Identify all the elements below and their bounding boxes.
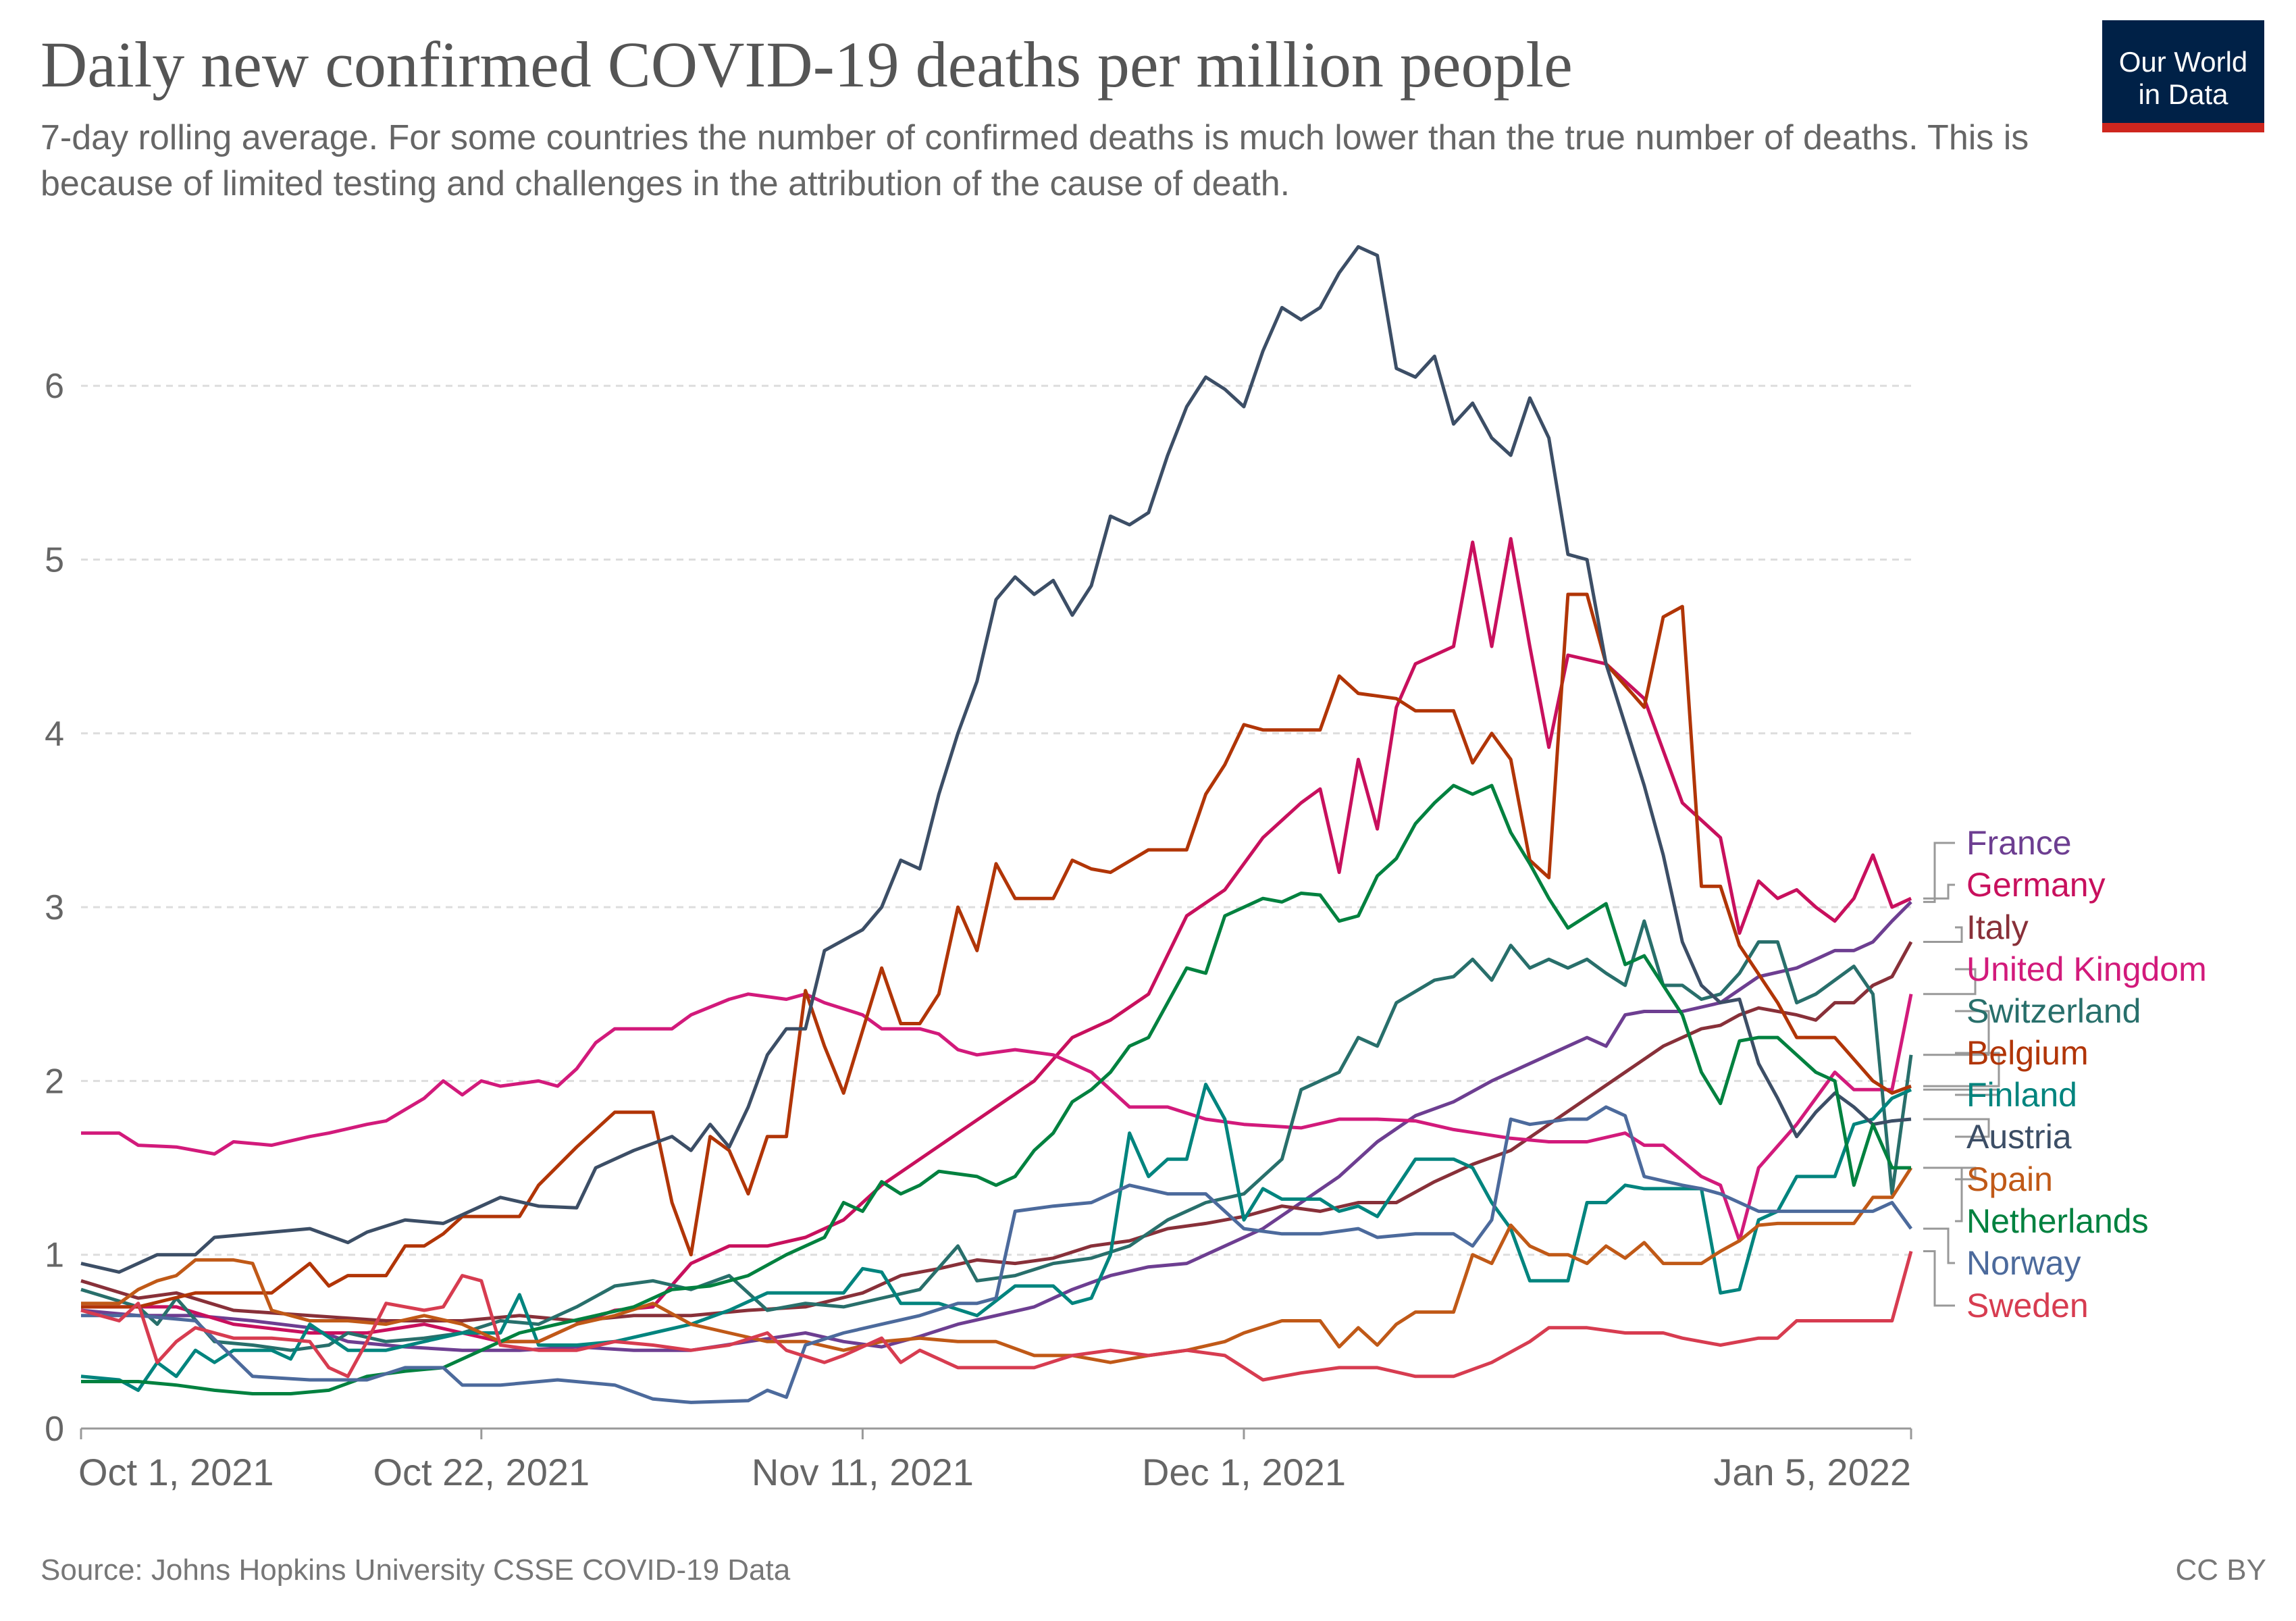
y-tick-label: 6 [45,367,64,406]
legend-connector [1923,883,1955,900]
legend-connector [1923,1010,1990,1056]
y-tick-label: 1 [45,1236,64,1275]
x-tick-label: Oct 22, 2021 [373,1451,590,1493]
series-switzerland: Switzerland [80,919,2141,1352]
series-italy: Italy [80,908,2029,1322]
logo-line-2: in Data [2138,78,2228,110]
legend-connector [1923,1052,2000,1087]
legend-label[interactable]: Germany [1966,866,2106,904]
legend-connector [1923,1250,1955,1307]
series-united-kingdom: United Kingdom [81,950,2207,1243]
source-note[interactable]: Source: Johns Hopkins University CSSE CO… [41,1553,791,1587]
series-germany: Germany [81,537,2106,1343]
legend-label[interactable]: Switzerland [1966,992,2141,1030]
series-line [80,919,1913,1352]
series-sweden: Sweden [80,1250,2089,1382]
logo-accent-bar [2102,123,2264,132]
logo-line-1: Our World [2118,46,2248,78]
series-line [81,783,1911,1395]
series-line [80,900,1912,1352]
series-line [81,1105,1913,1404]
legend-label[interactable]: Norway [1966,1244,2081,1282]
y-tick-label: 3 [45,888,64,927]
owid-logo[interactable]: Our World in Data [2102,20,2264,132]
legend-connector [1923,842,1955,903]
series-norway: Norway [81,1105,2081,1404]
series-line [81,592,1912,1309]
legend-label[interactable]: Finland [1966,1076,2077,1114]
legend-label[interactable]: France [1966,824,2072,862]
series-line [80,941,1913,1322]
y-tick-label: 0 [45,1410,64,1449]
series-belgium: Belgium [81,592,2089,1309]
legend-connector [1923,1166,1963,1223]
legend-label[interactable]: United Kingdom [1966,950,2207,988]
chart-subtitle: 7-day rolling average. For some countrie… [41,118,2029,203]
series-line [80,1083,1912,1392]
legend-label[interactable]: Italy [1966,908,2029,946]
series-france: France [80,824,2072,1352]
legend-label[interactable]: Spain [1966,1160,2053,1198]
legend-label[interactable]: Austria [1966,1118,2072,1156]
series-austria: Austria [80,245,2072,1274]
legend-connector [1923,926,1963,944]
legend-label[interactable]: Sweden [1966,1287,2089,1324]
license-link[interactable]: CC BY [2175,1553,2266,1587]
series-line [81,992,1913,1243]
legend-connector [1923,1088,2000,1096]
x-tick-label: Jan 5, 2022 [1713,1451,1911,1493]
y-tick-label: 5 [45,541,64,580]
series-line [80,1250,1913,1382]
y-tick-label: 2 [45,1062,64,1101]
y-tick-label: 4 [45,715,64,754]
series-line [80,245,1912,1274]
chart-title: Daily new confirmed COVID-19 deaths per … [41,28,1573,101]
x-tick-label: Dec 1, 2021 [1142,1451,1346,1493]
series-line [81,537,1912,1343]
legend-connector [1923,968,1977,996]
series-netherlands: Netherlands [81,783,2149,1395]
x-tick-label: Oct 1, 2021 [78,1451,274,1493]
legend-connector [1923,1227,1955,1264]
series-finland: Finland [80,1076,2077,1392]
legend-connector [1923,1118,1990,1138]
legend-label[interactable]: Netherlands [1966,1202,2149,1240]
legend-label[interactable]: Belgium [1966,1034,2089,1072]
x-tick-label: Nov 11, 2021 [752,1451,974,1493]
